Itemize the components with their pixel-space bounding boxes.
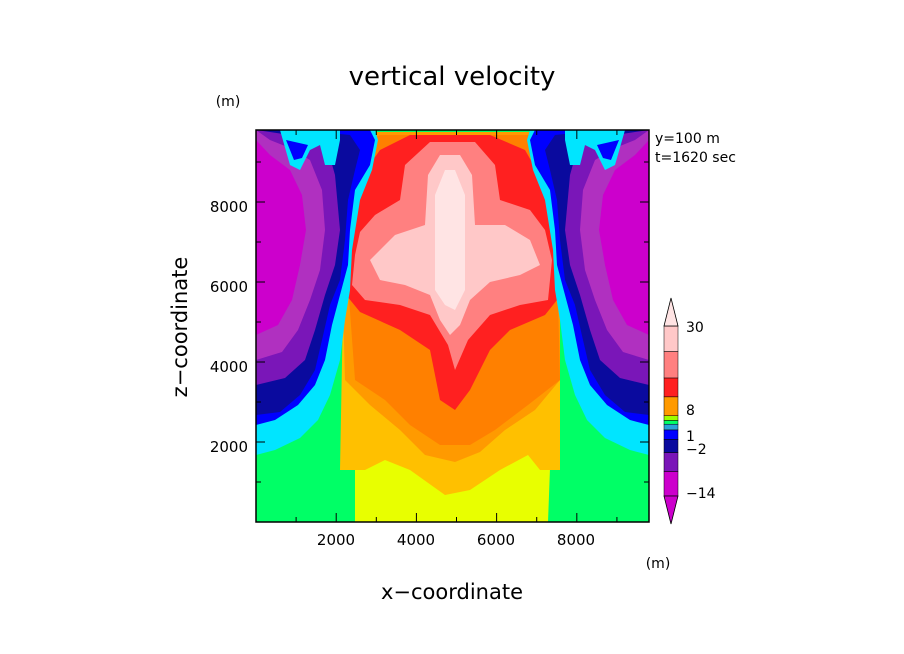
- contour-notch-left: [280, 130, 340, 170]
- contour-notch-right-inner: [597, 140, 619, 160]
- colorbar-segment: [663, 396, 679, 416]
- contour-notch-right: [565, 130, 625, 170]
- colorbar-segment: [663, 423, 679, 431]
- colorbar-segment: [663, 452, 679, 472]
- colorbar-label-minus14: −14: [686, 486, 716, 502]
- colorbar-label-1: 1: [686, 429, 695, 445]
- y-tick-label-4000: 4000: [210, 358, 248, 376]
- x-tick-label-6000: 6000: [477, 531, 515, 549]
- colorbar-segment: [663, 415, 679, 421]
- colorbar-min-arrow: [663, 495, 679, 525]
- contour-downdraft-right-pink: [599, 140, 649, 335]
- contour-field: [256, 130, 649, 522]
- contour-notch-left-inner: [286, 140, 308, 160]
- colorbar-segment: [663, 377, 679, 398]
- colorbar-label-minus2: −2: [686, 442, 707, 458]
- colorbar-segment: [663, 325, 679, 352]
- colorbar-label-30: 30: [686, 320, 704, 336]
- colorbar-segment: [663, 429, 679, 440]
- y-tick-label-8000: 8000: [210, 198, 248, 216]
- y-annotation: y=100 m: [655, 131, 720, 147]
- colorbar: [663, 297, 679, 525]
- colorbar-segment: [663, 351, 679, 379]
- contour-downdraft-left-pink: [256, 140, 306, 335]
- colorbar-segment: [663, 420, 679, 425]
- x-tick-label-2000: 2000: [317, 531, 355, 549]
- colorbar-segment: [663, 471, 679, 497]
- y-tick-label-2000: 2000: [210, 438, 248, 456]
- x-axis-label: x−coordinate: [381, 580, 523, 604]
- axis-ticks: [256, 130, 649, 522]
- colorbar-unit-label: (m): [646, 556, 671, 572]
- contour-updraft-peak: [435, 170, 465, 310]
- time-annotation: t=1620 sec: [655, 150, 736, 166]
- y-axis-label: z−coordinate: [168, 257, 192, 398]
- x-tick-label-8000: 8000: [557, 531, 595, 549]
- colorbar-max-arrow: [663, 297, 679, 327]
- y-tick-label-6000: 6000: [210, 278, 248, 296]
- colorbar-label-8: 8: [686, 403, 695, 419]
- plot-frame: [255, 129, 650, 523]
- chart-title: vertical velocity: [349, 62, 556, 92]
- colorbar-segment: [663, 439, 679, 453]
- x-tick-label-4000: 4000: [397, 531, 435, 549]
- y-unit-label: (m): [216, 94, 241, 110]
